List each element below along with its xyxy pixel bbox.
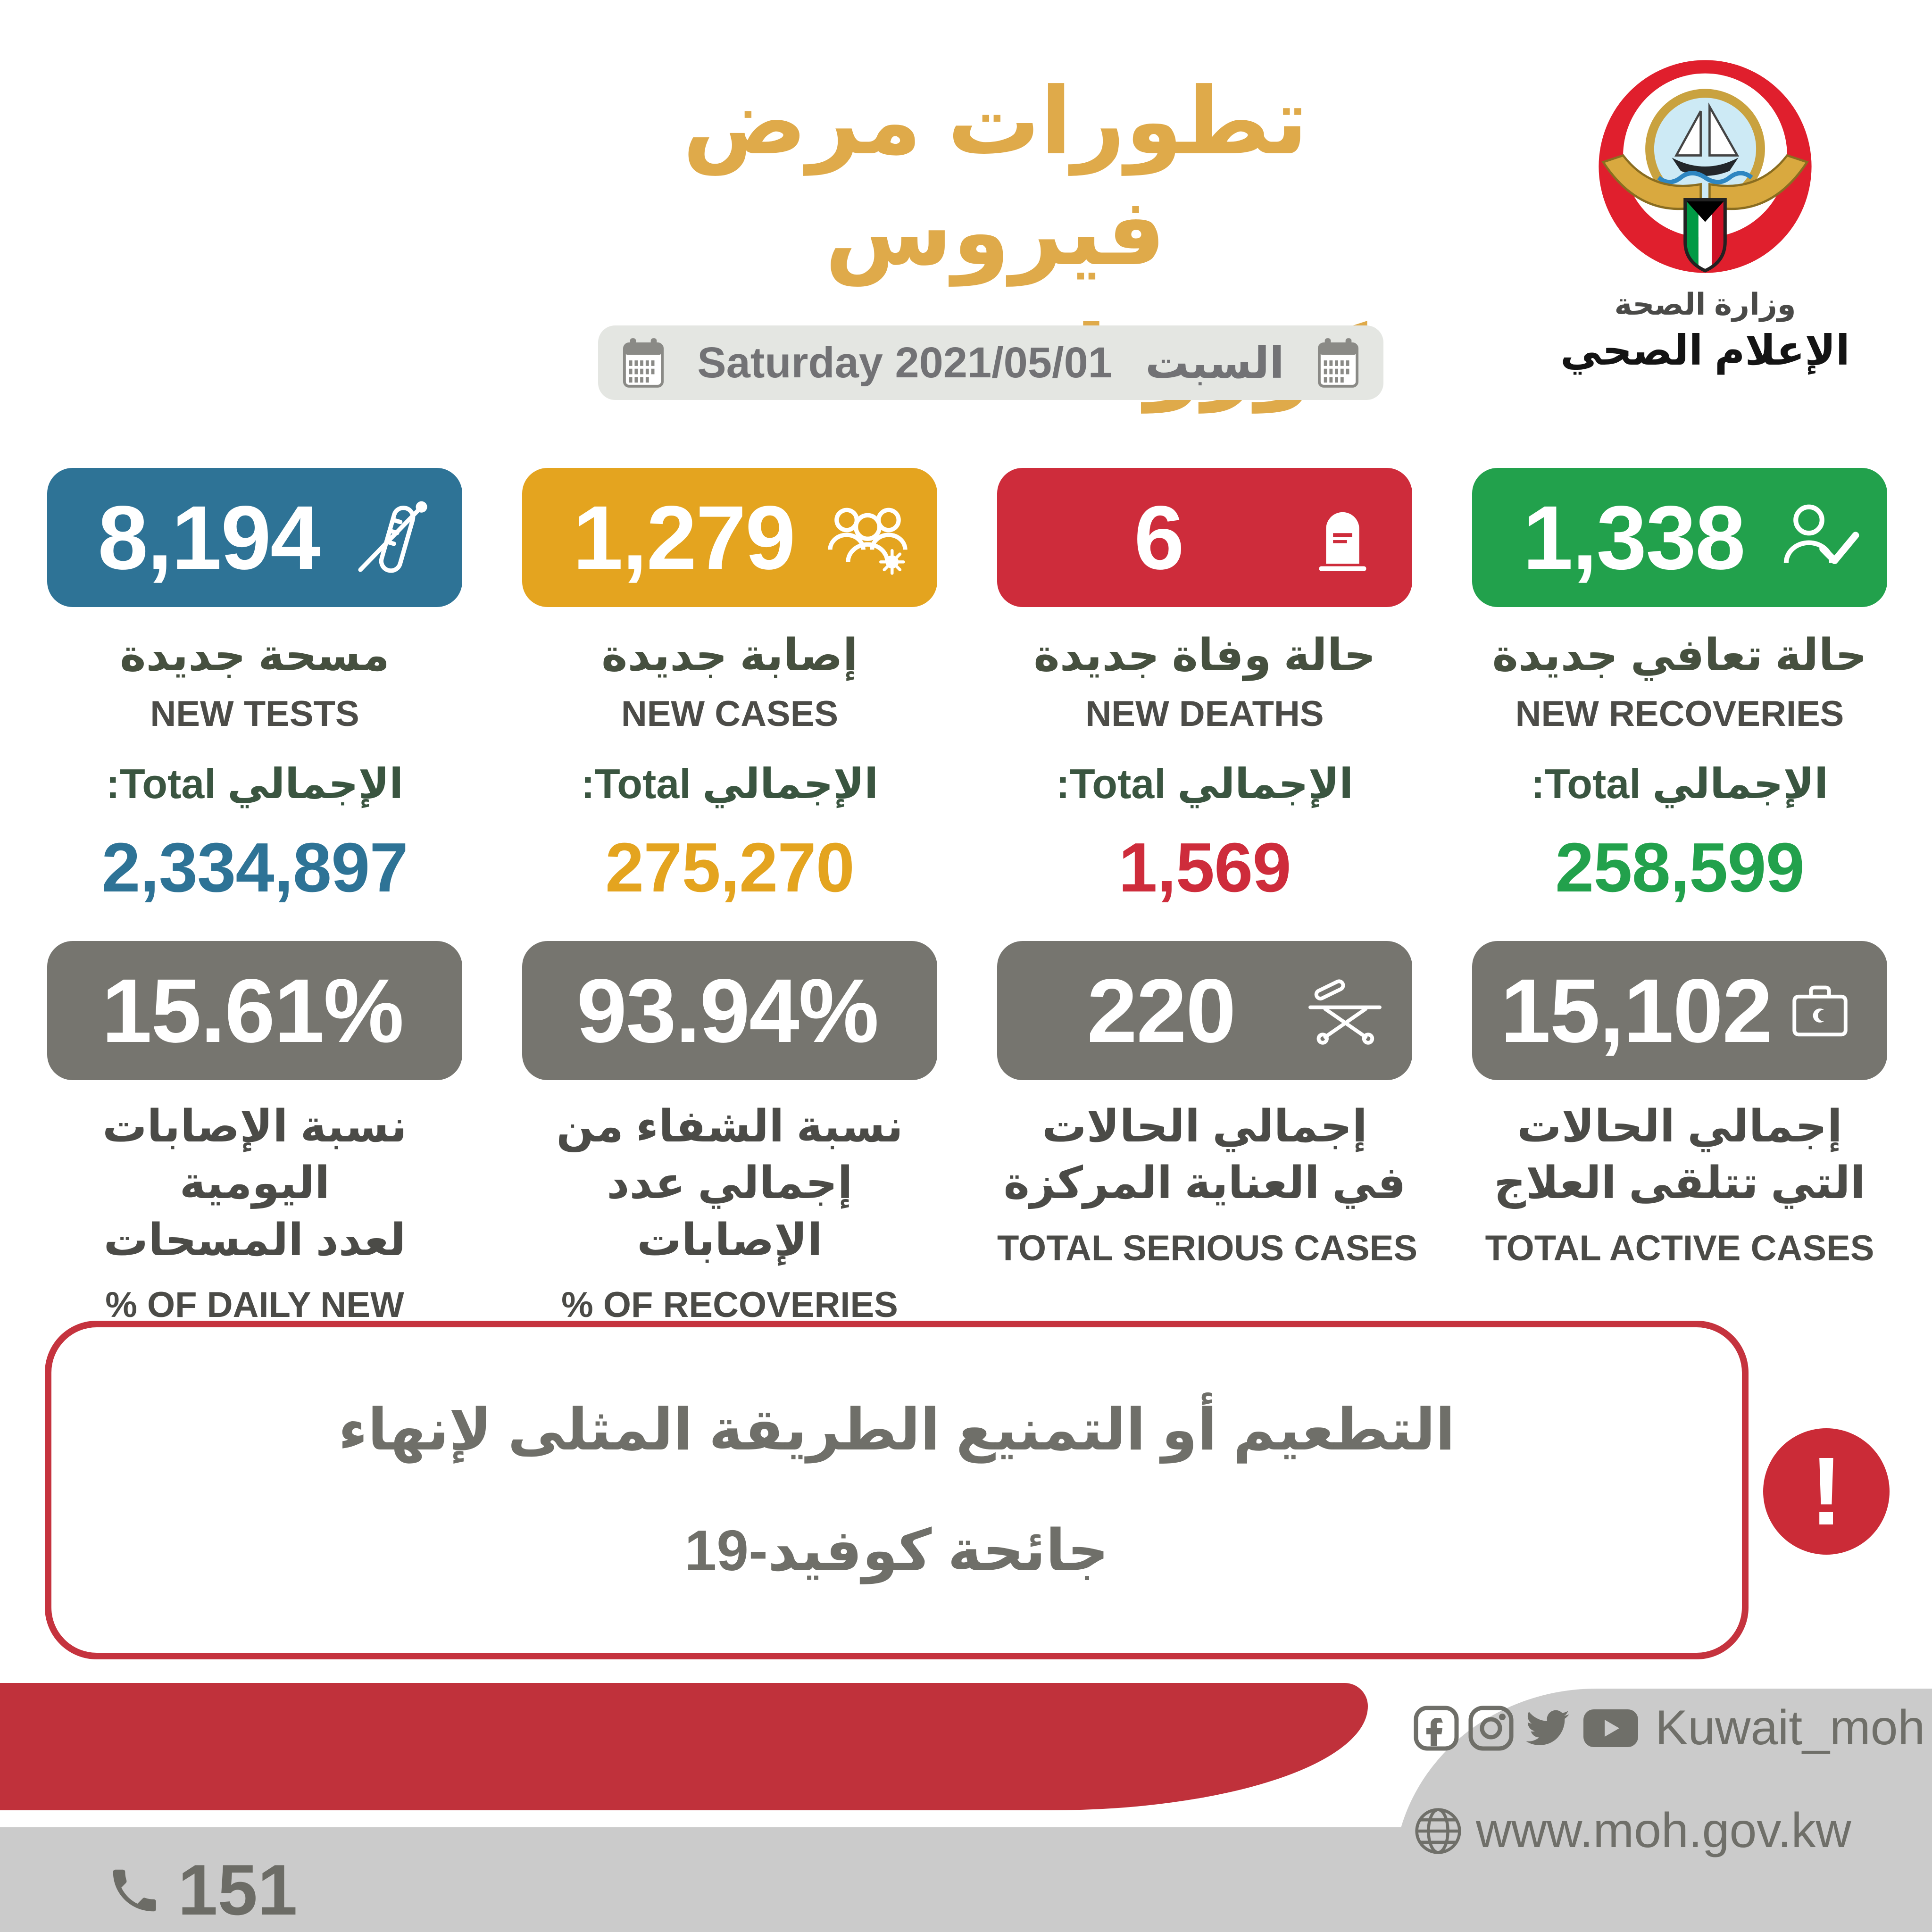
daily-positivity-label-en-1: % OF DAILY NEW — [105, 1284, 404, 1325]
serious-cases-label-ar-2: في العناية المركزة — [1003, 1158, 1406, 1208]
phone-icon — [113, 1869, 156, 1911]
medical-bag-icon — [1792, 985, 1848, 1037]
new-cases-labels: إصابة جديدة NEW CASES الإجمالي Total: 27… — [522, 628, 937, 908]
date-english: Saturday 2021/05/01 — [697, 338, 1112, 387]
recovery-rate-value: 93.94% — [576, 960, 879, 1061]
daily-positivity-label-ar-1: نسبة الإصابات اليومية — [102, 1101, 407, 1208]
active-cases-label-ar-1: إجمالي الحالات — [1517, 1101, 1842, 1151]
new-tests-labels: مسحة جديدة NEW TESTS الإجمالي Total: 2,3… — [47, 628, 462, 908]
recovery-rate-label-en: % OF RECOVERIES — [561, 1284, 898, 1325]
person-check-icon — [1783, 504, 1859, 564]
instagram-icon — [1468, 1706, 1514, 1750]
stretcher-icon — [1308, 979, 1382, 1045]
serious-cases-label-en: TOTAL SERIOUS CASES — [997, 1228, 1418, 1268]
new-cases-card: 1,279 — [522, 468, 937, 607]
new-cases-label-ar: إصابة جديدة — [601, 630, 858, 680]
social-handle: Kuwait_moh — [1655, 1700, 1925, 1755]
globe-icon — [1415, 1807, 1461, 1854]
active-cases-labels: إجمالي الحالات التي تتلقى العلاج TOTAL A… — [1472, 1098, 1887, 1271]
new-recoveries-labels: حالة تعافي جديدة NEW RECOVERIES الإجمالي… — [1472, 628, 1887, 908]
daily-positivity-label-ar-2: لعدد المسحات — [103, 1215, 406, 1265]
new-cases-total-label: الإجمالي Total: — [581, 760, 879, 808]
recovery-rate-label-ar-2: إجمالي عدد الإصابات — [607, 1158, 853, 1265]
daily-positivity-card: 15.61% — [47, 941, 462, 1080]
active-cases-value: 15,102 — [1500, 960, 1773, 1061]
website-url: www.moh.gov.kw — [1476, 1803, 1851, 1858]
tombstone-icon — [1319, 512, 1366, 571]
new-tests-label-en: NEW TESTS — [150, 693, 359, 734]
new-tests-label-ar: مسحة جديدة — [120, 630, 390, 680]
calendar-icon — [1317, 338, 1359, 388]
new-cases-value: 1,279 — [573, 487, 795, 588]
alert-icon: ! — [1763, 1428, 1890, 1555]
footer-red-band — [0, 1683, 1368, 1810]
new-recoveries-total-label: الإجمالي Total: — [1531, 760, 1829, 808]
notice-line-1: التطعيم أو التمنيع الطريقة المثلى لإنهاء — [338, 1397, 1455, 1462]
daily-positivity-value: 15.61% — [101, 960, 404, 1061]
recovery-rate-card: 93.94% — [522, 941, 937, 1080]
test-tube-swab-icon — [358, 501, 427, 573]
date-bar: Saturday 2021/05/01 السبت — [598, 325, 1383, 400]
new-deaths-label-en: NEW DEATHS — [1085, 693, 1324, 734]
new-deaths-label-ar: حالة وفاة جديدة — [1033, 630, 1376, 680]
phone-row: 151 — [106, 1849, 298, 1932]
notice-line-2: جائحة كوفيد-19 — [684, 1518, 1109, 1582]
active-cases-label-ar-2: التي تتلقى العلاج — [1494, 1158, 1865, 1208]
recovery-rate-label-ar-1: نسبة الشفاء من — [556, 1101, 903, 1151]
new-deaths-labels: حالة وفاة جديدة NEW DEATHS الإجمالي Tota… — [997, 628, 1412, 908]
active-cases-label-en: TOTAL ACTIVE CASES — [1485, 1228, 1874, 1268]
moh-logo-block: وزارة الصحة الإعلام الصحي — [1557, 56, 1854, 375]
hotline-number: 151 — [178, 1850, 298, 1930]
new-recoveries-value: 1,338 — [1523, 487, 1745, 588]
kuwait-moh-emblem-icon — [1599, 60, 1812, 273]
alert-exclamation: ! — [1810, 1437, 1843, 1545]
recovery-rate-labels: نسبة الشفاء من إجمالي عدد الإصابات % OF … — [522, 1098, 937, 1327]
new-deaths-card: 6 — [997, 468, 1412, 607]
ministry-name-ar: وزارة الصحة — [1614, 287, 1796, 321]
footer-gray-strip — [0, 1827, 1932, 1932]
new-deaths-total-label: الإجمالي Total: — [1056, 760, 1354, 808]
new-tests-total-label: الإجمالي Total: — [106, 760, 404, 808]
vaccination-notice-box: التطعيم أو التمنيع الطريقة المثلى لإنهاء… — [45, 1321, 1749, 1659]
infected-group-icon — [828, 508, 908, 575]
serious-cases-card: 220 — [997, 941, 1412, 1080]
new-recoveries-label-ar: حالة تعافي جديدة — [1492, 630, 1867, 680]
website-row: www.moh.gov.kw — [1413, 1803, 1851, 1859]
new-tests-total-value: 2,334,897 — [101, 829, 408, 907]
department-name-ar: الإعلام الصحي — [1560, 327, 1850, 374]
new-cases-label-en: NEW CASES — [621, 693, 839, 734]
new-deaths-total-value: 1,569 — [1118, 829, 1291, 907]
title-line-1: تطورات مرض فيروس — [683, 70, 1308, 284]
youtube-icon — [1583, 1709, 1638, 1747]
serious-cases-labels: إجمالي الحالات في العناية المركزة TOTAL … — [997, 1098, 1418, 1271]
new-tests-value: 8,194 — [98, 487, 320, 588]
new-cases-total-value: 275,270 — [605, 829, 855, 907]
new-recoveries-card: 1,338 — [1472, 468, 1887, 607]
new-deaths-value: 6 — [1134, 487, 1184, 588]
active-cases-card: 15,102 — [1472, 941, 1887, 1080]
serious-cases-label-ar-1: إجمالي الحالات — [1042, 1101, 1367, 1151]
social-row: Kuwait_moh — [1413, 1700, 1925, 1756]
date-arabic: السبت — [1145, 339, 1284, 387]
new-recoveries-total-value: 258,599 — [1555, 829, 1805, 907]
new-recoveries-label-en: NEW RECOVERIES — [1515, 693, 1844, 734]
calendar-icon — [623, 338, 664, 388]
serious-cases-value: 220 — [1087, 960, 1236, 1061]
new-tests-card: 8,194 — [47, 468, 462, 607]
facebook-icon — [1414, 1706, 1459, 1750]
twitter-icon — [1526, 1710, 1569, 1745]
